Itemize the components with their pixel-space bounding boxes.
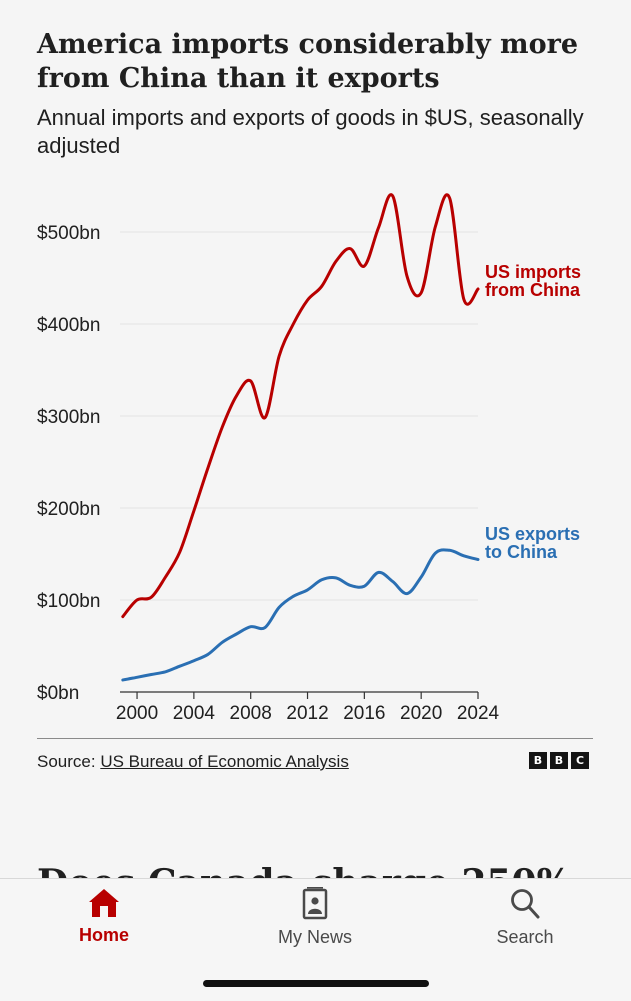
tab-my-news[interactable]: My News xyxy=(235,887,395,948)
chart-subtitle: Annual imports and exports of goods in $… xyxy=(37,105,584,158)
x-tick-label: 2016 xyxy=(343,703,385,724)
y-axis-ticks: $0bn $100bn $200bn $300bn $400bn $500bn xyxy=(37,223,100,704)
source-prefix: Source: xyxy=(37,752,101,771)
line-chart: $0bn$100bn$200bn$300bn$400bn$500bn 2000 2… xyxy=(37,193,581,724)
bbc-logo-letter: B xyxy=(550,752,568,769)
y-tick-label: $0bn xyxy=(37,683,79,704)
home-icon xyxy=(89,889,119,917)
search-icon xyxy=(511,889,540,919)
x-axis: 2000 2004 2008 2012 2016 2020 2024 xyxy=(116,691,500,724)
series-label: to China xyxy=(485,542,558,562)
source-divider xyxy=(37,738,593,739)
x-tick-label: 2024 xyxy=(457,703,500,724)
y-tick-label: $100bn xyxy=(37,591,100,612)
tab-my-news-label: My News xyxy=(277,927,352,947)
series-label: from China xyxy=(485,280,581,300)
series-label: US exports xyxy=(485,524,580,544)
series-line xyxy=(121,548,480,682)
series-line xyxy=(121,193,480,619)
x-tick-label: 2012 xyxy=(286,703,328,724)
x-tick-label: 2000 xyxy=(116,703,158,724)
tab-home[interactable]: Home xyxy=(24,887,184,946)
tab-search-label: Search xyxy=(496,927,554,947)
home-indicator xyxy=(203,980,429,987)
my-news-icon xyxy=(302,887,328,920)
x-tick-label: 2008 xyxy=(230,703,272,724)
bbc-logo-letter: B xyxy=(529,752,547,769)
bbc-logo: B B C xyxy=(529,752,589,769)
series-label: US imports xyxy=(485,262,581,282)
tab-search[interactable]: Search xyxy=(445,887,605,948)
tab-home-label: Home xyxy=(78,925,129,945)
y-tick-label: $300bn xyxy=(37,407,100,428)
y-tick-label: $400bn xyxy=(37,315,100,336)
x-tick-label: 2020 xyxy=(400,703,442,724)
y-tick-label: $200bn xyxy=(37,499,100,520)
y-tick-label: $500bn xyxy=(37,223,100,244)
bbc-logo-letter: C xyxy=(571,752,589,769)
x-tick-label: 2004 xyxy=(173,703,216,724)
series-lines xyxy=(121,193,480,682)
chart-title: America imports considerably more from C… xyxy=(37,29,579,94)
source-link[interactable]: US Bureau of Economic Analysis xyxy=(100,752,349,771)
gridlines xyxy=(120,231,478,601)
source-line: Source: US Bureau of Economic Analysis xyxy=(37,752,349,772)
